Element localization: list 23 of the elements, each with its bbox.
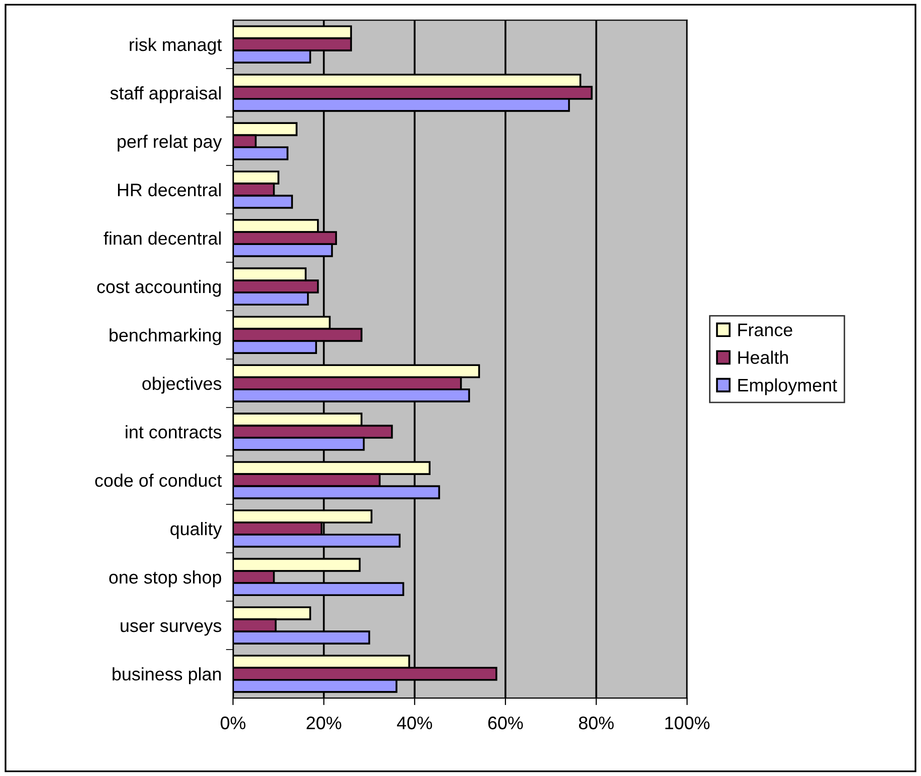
y-tick-label: objectives [142, 376, 222, 394]
x-tick-label: 60% [488, 716, 523, 730]
y-tick-label: quality [170, 522, 222, 539]
y-tick-label: perf relat pay [118, 134, 222, 152]
y-tick-label: user surveys [120, 622, 222, 636]
y-tick-label: finan decentral [104, 232, 221, 245]
y-tick-label: risk managt [130, 38, 222, 55]
x-tick-label: 80% [578, 716, 614, 730]
y-tick-label: int contracts [126, 425, 222, 438]
y-tick-label: one stop shop [109, 570, 222, 588]
y-tick-label: business plan [112, 667, 221, 684]
y-tick-label: staff appraisal [110, 86, 221, 104]
x-tick-label: 40% [396, 716, 432, 730]
legend-label: Employment [738, 378, 838, 396]
y-tick-label: HR decentral [118, 183, 221, 196]
x-tick-label: 0% [220, 716, 246, 730]
y-tick-label: benchmarking [110, 328, 221, 346]
x-tick-label: 20% [306, 716, 342, 730]
y-tick-label: code of conduct [95, 474, 222, 487]
y-tick-label: cost accounting [97, 280, 221, 297]
legend-label: Health [738, 350, 788, 364]
x-tick-label: 100% [665, 716, 710, 730]
legend-label: France [738, 324, 792, 336]
